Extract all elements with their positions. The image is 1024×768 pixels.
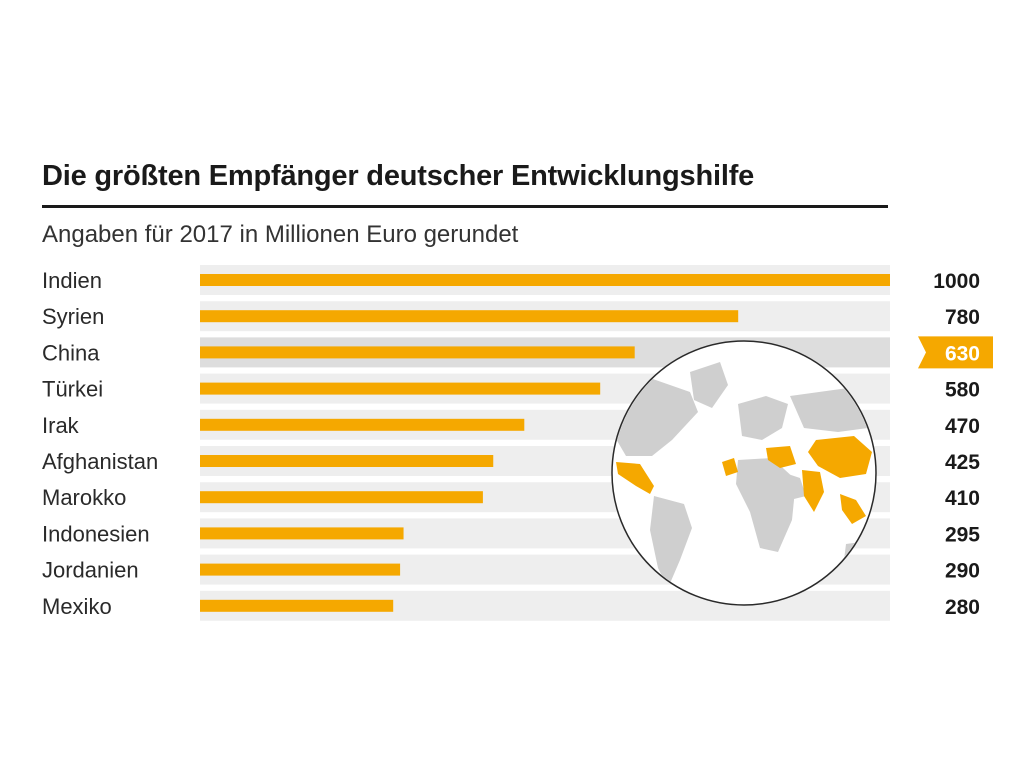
chart-title: Die größten Empfänger deutscher Entwickl… — [42, 160, 755, 192]
category-label-afghanistan: Afghanistan — [42, 449, 158, 474]
category-label-marokko: Marokko — [42, 485, 126, 510]
value-label-jordanien: 290 — [945, 560, 980, 583]
chart-subtitle: Angaben für 2017 in Millionen Euro gerun… — [42, 221, 519, 248]
value-label-china: 630 — [945, 342, 980, 365]
map-greenland — [690, 362, 728, 408]
value-label-mexiko: 280 — [945, 596, 980, 619]
map-arabia — [782, 472, 806, 500]
map-southeast-asia — [840, 494, 866, 524]
map-middle-east — [766, 446, 796, 468]
bar-afghanistan — [200, 455, 494, 467]
highlight-value-tag — [918, 336, 993, 369]
value-label-afghanistan: 425 — [945, 451, 980, 474]
map-africa — [736, 458, 796, 552]
bar-jordanien — [200, 563, 401, 576]
bar-marokko — [200, 491, 483, 504]
category-labels: Indien Syrien China Türkei Irak Afghanistan Ma… — [42, 268, 158, 619]
bar-indien — [200, 274, 890, 286]
bar-mexiko — [200, 599, 394, 612]
bar-china — [200, 346, 635, 359]
bar-irak — [200, 418, 525, 431]
value-label-turkei: 580 — [945, 379, 980, 402]
category-label-jordanien: Jordanien — [42, 558, 139, 583]
category-label-mexiko: Mexiko — [42, 594, 112, 619]
category-label-syrien: Syrien — [42, 304, 104, 329]
value-label-indien: 1000 — [933, 270, 980, 293]
world-map-inset — [611, 340, 877, 606]
globe-outline — [611, 340, 877, 606]
category-label-irak: Irak — [42, 413, 80, 438]
map-india — [802, 470, 824, 512]
map-south-america — [650, 496, 692, 588]
value-label-irak: 470 — [945, 415, 980, 438]
map-china — [808, 436, 872, 478]
bars — [200, 274, 890, 612]
value-label-syrien: 780 — [945, 306, 980, 329]
value-label-marokko: 410 — [945, 487, 980, 510]
value-label-indonesien: 295 — [945, 523, 980, 546]
title-divider — [42, 205, 888, 208]
bar-syrien — [200, 310, 739, 323]
bar-turkei — [200, 382, 601, 395]
value-labels: 1000 780 630 580 470 425 410 295 290 280 — [918, 270, 993, 619]
bar-indonesien — [200, 527, 404, 540]
category-label-china: China — [42, 340, 100, 365]
category-label-turkei: Türkei — [42, 377, 103, 402]
map-central-america — [616, 462, 654, 494]
category-label-indien: Indien — [42, 268, 102, 293]
category-label-indonesien: Indonesien — [42, 521, 150, 546]
map-europe — [738, 396, 788, 440]
map-morocco — [722, 458, 738, 476]
